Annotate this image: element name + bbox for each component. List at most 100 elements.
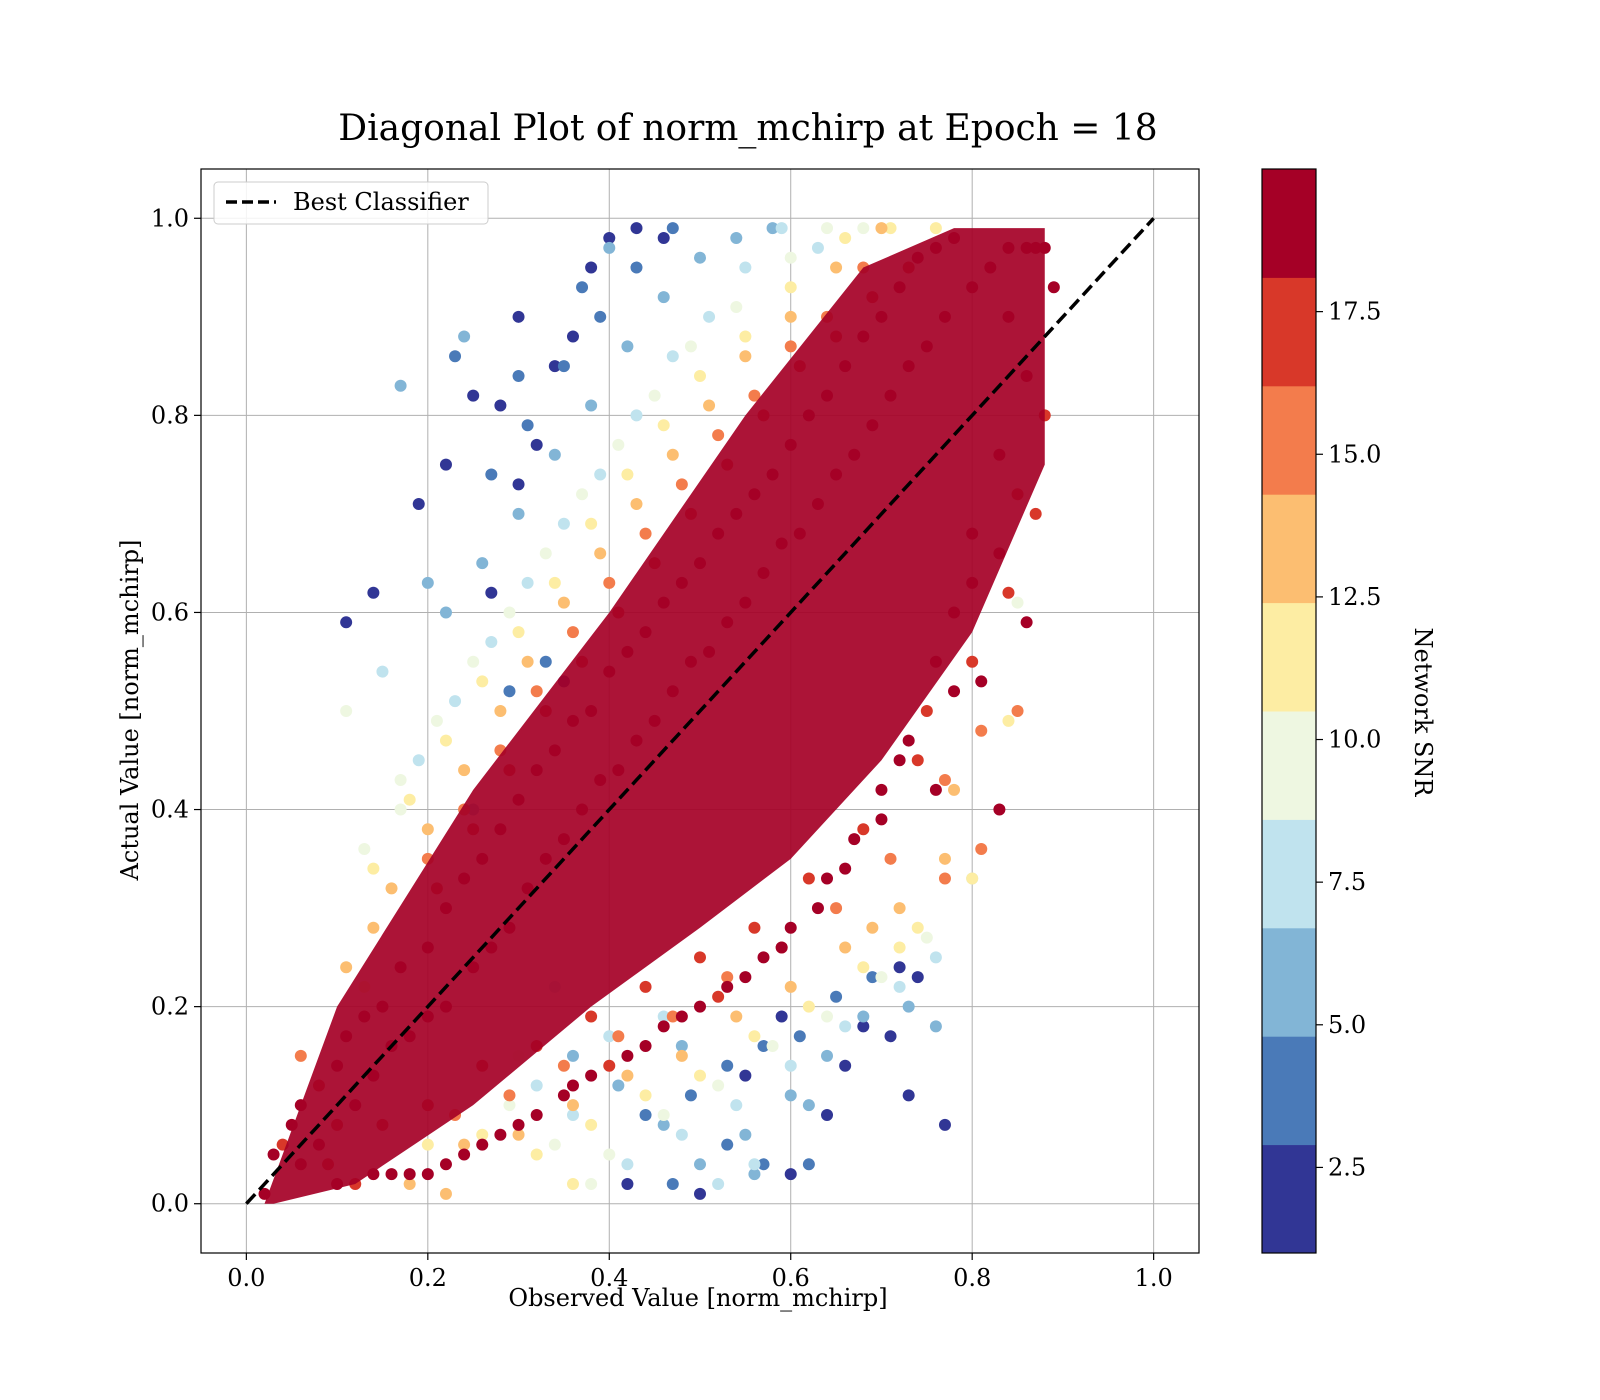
scatter-point [621,340,634,353]
scatter-point [966,655,979,668]
scatter-point [712,429,725,442]
scatter-point [503,1099,516,1112]
scatter-point [839,941,852,954]
colorbar-bin [1262,927,1316,1037]
scatter-point [857,961,870,974]
scatter-point [938,852,951,865]
scatter-point [775,1010,788,1023]
scatter-point [476,1128,489,1141]
scatter-point [612,1079,625,1092]
scatter-point [530,1109,543,1122]
scatter-point [657,419,670,432]
scatter-point [748,1168,761,1181]
scatter-point [576,281,589,294]
scatter-point [557,596,570,609]
scatter-point [585,1010,598,1023]
scatter-point [439,458,452,471]
scatter-point [666,1010,679,1023]
scatter-point [603,1030,616,1043]
scatter-point [639,527,652,540]
best-classifier-line [245,217,1155,1205]
scatter-point [766,222,779,235]
scatter-point [830,261,843,274]
scatter-point [449,695,462,708]
scatter-point [748,1030,761,1043]
scatter-point [721,980,734,993]
scatter-point [485,636,498,649]
scatter-point [594,310,607,323]
scatter-point [385,882,398,895]
scatter-point [802,1158,815,1171]
scatter-point [893,941,906,954]
scatter-point [893,961,906,974]
scatter-point [449,350,462,363]
scatter-point [784,1059,797,1072]
scatter-point [521,576,534,589]
scatter-point [548,1138,561,1151]
scatter-point [821,222,834,235]
scatter-point [811,241,824,254]
scatter-point [476,675,489,688]
colorbar-bin [1262,494,1316,604]
scatter-point [875,222,888,235]
scatter-point [630,498,643,511]
scatter-point [1011,705,1024,717]
scatter-point [503,606,516,619]
scatter-point [821,872,834,885]
scatter-point [530,1148,543,1161]
scatter-point [966,872,979,885]
colorbar-tick-label: 10.0 [1328,726,1381,754]
scatter-point [639,1109,652,1122]
scatter-point [566,626,579,639]
scatter-point [893,902,906,915]
high-snr-band [264,228,1045,1204]
scatter-point [512,1128,525,1141]
scatter-point [975,842,988,855]
scatter-point [739,971,752,984]
scatter-point [367,921,380,934]
x-tick-label: 0.0 [227,1264,265,1292]
scatter-point [784,980,797,993]
scatter-point [694,1187,706,1200]
colorbar-bin [1262,1036,1316,1146]
scatter-point [730,1010,743,1023]
scatter-point [694,251,706,264]
scatter-point [512,310,525,323]
reference-line-layer [245,217,1155,1205]
y-axis-ticks: 0.0 0.2 0.4 0.6 0.8 1.0 [151,204,201,1218]
scatter-point [485,586,498,599]
scatter-point [1002,714,1015,727]
scatter-point [657,231,670,244]
scatter-point [1047,281,1060,294]
scatter-point [694,1069,706,1082]
scatter-point [530,438,543,451]
scatter-point [684,1089,697,1102]
colorbar-bins [1262,169,1316,1254]
scatter-point [884,222,897,235]
chart-title: Diagonal Plot of norm_mchirp at Epoch = … [338,108,1157,149]
colorbar-tick-label: 17.5 [1328,298,1381,326]
scatter-point [630,261,643,274]
scatter-point [603,1148,616,1161]
scatter-point [512,478,525,491]
scatter-point [458,330,471,343]
scatter-point [585,1118,598,1131]
scatter-point [367,862,380,875]
scatter-point [421,576,434,589]
colorbar-tick-label: 2.5 [1328,1153,1366,1181]
scatter-point [748,389,761,402]
scatter-point [421,1138,434,1151]
scatter-point [639,1089,652,1102]
scatter-point [748,921,761,934]
scatter-point [639,980,652,993]
scatter-point [802,1000,815,1013]
colorbar-frame [1261,168,1317,1254]
scatter-point [403,1178,416,1191]
scatter-point [721,1059,734,1072]
scatter-point [340,961,353,974]
scatter-point [748,1158,761,1171]
scatter-point [839,231,852,244]
scatter-point [358,842,371,855]
scatter-point [603,576,616,589]
